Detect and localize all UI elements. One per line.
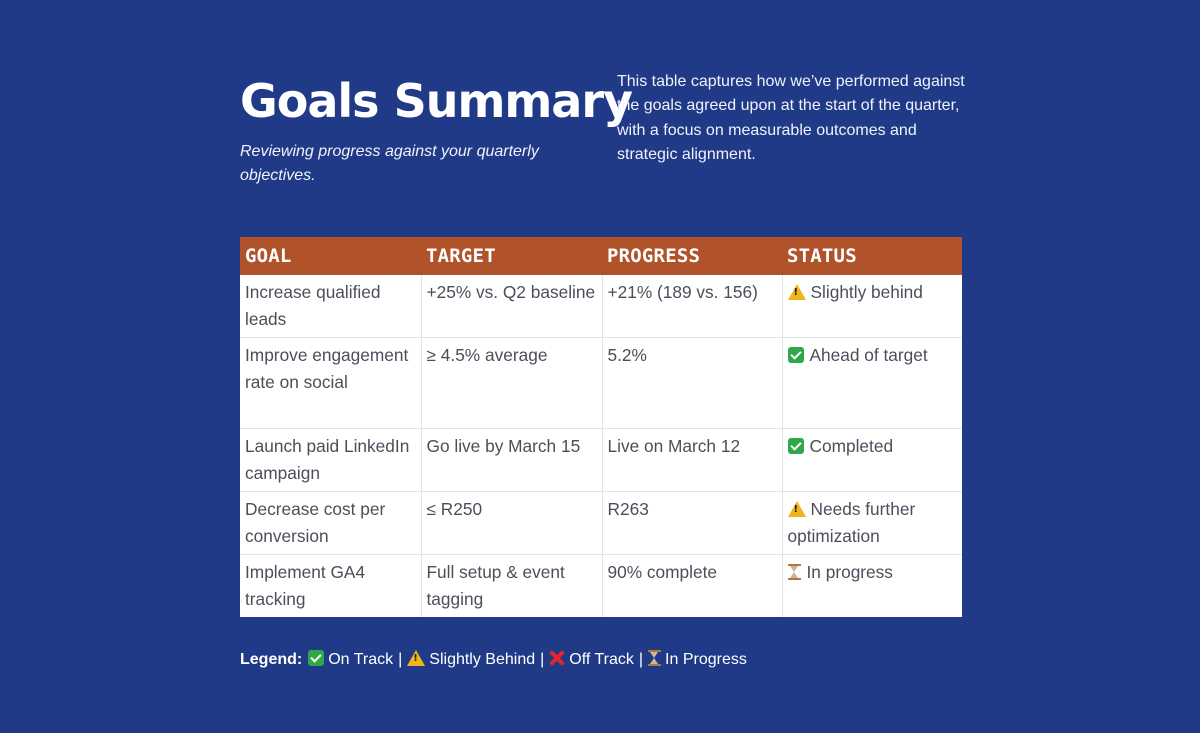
status-cell: In progress: [782, 555, 962, 618]
page-title: Goals Summary: [240, 74, 633, 128]
status-text: Completed: [809, 436, 894, 456]
status-cell: Completed: [782, 428, 962, 492]
status-cell: Needs further optimization: [782, 491, 962, 555]
check-icon: [308, 650, 325, 666]
goal-cell: Improve engagement rate on social: [240, 337, 422, 429]
column-header-target: TARGET: [421, 237, 602, 275]
status-text: Ahead of target: [809, 345, 928, 365]
goal-cell: Decrease cost per conversion: [240, 491, 422, 555]
table-row: Decrease cost per conversion ≤ R250 R263…: [240, 491, 962, 555]
warning-icon: [407, 650, 426, 666]
goal-cell: Increase qualified leads: [240, 275, 422, 338]
column-header-goal: GOAL: [240, 237, 421, 275]
page-subtitle: Reviewing progress against your quarterl…: [240, 143, 539, 184]
column-header-progress: PROGRESS: [602, 237, 782, 275]
table-row: Increase qualified leads +25% vs. Q2 bas…: [240, 275, 962, 338]
legend-separator: |: [398, 651, 403, 668]
progress-cell: Live on March 12: [602, 428, 783, 492]
target-cell: Go live by March 15: [421, 428, 603, 492]
target-cell: +25% vs. Q2 baseline: [421, 275, 603, 338]
table-row: Improve engagement rate on social ≥ 4.5%…: [240, 337, 962, 429]
warning-icon: [787, 501, 806, 517]
status-cell: Ahead of target: [782, 337, 962, 429]
progress-cell: +21% (189 vs. 156): [602, 275, 783, 338]
legend: Legend:On Track|Slightly Behind|Off Trac…: [240, 649, 747, 671]
target-cell: Full setup & event tagging: [421, 554, 603, 617]
page-header: Goals Summary Reviewing progress against…: [240, 68, 965, 198]
cross-icon: [549, 650, 565, 666]
table-header-row: GOAL TARGET PROGRESS STATUS: [240, 237, 962, 275]
legend-item-label: On Track: [328, 651, 394, 668]
column-header-status: STATUS: [782, 237, 962, 275]
hourglass-icon: [787, 564, 801, 580]
target-cell: ≥ 4.5% average: [421, 337, 603, 429]
goals-table: GOAL TARGET PROGRESS STATUS Increase qua…: [240, 237, 962, 617]
goal-cell: Implement GA4 tracking: [240, 554, 422, 617]
table-row: Launch paid LinkedIn campaign Go live by…: [240, 428, 962, 492]
status-cell: Slightly behind: [782, 275, 962, 338]
progress-cell: 90% complete: [602, 554, 783, 617]
table-row: Implement GA4 tracking Full setup & even…: [240, 554, 962, 618]
legend-separator: |: [540, 651, 545, 668]
intro-paragraph: This table captures how we’ve performed …: [617, 73, 965, 163]
warning-icon: [787, 284, 806, 300]
progress-cell: 5.2%: [602, 337, 783, 429]
legend-separator: |: [638, 651, 644, 668]
status-text: Slightly behind: [810, 282, 923, 302]
hourglass-icon: [648, 650, 662, 666]
legend-item-label: Slightly Behind: [429, 651, 536, 668]
check-icon: [787, 347, 804, 363]
target-cell: ≤ R250: [421, 491, 603, 555]
legend-label: Legend:: [240, 651, 303, 668]
goal-cell: Launch paid LinkedIn campaign: [240, 428, 422, 492]
check-icon: [787, 438, 804, 454]
legend-item-label: In Progress: [665, 651, 747, 668]
progress-cell: R263: [602, 491, 783, 555]
status-text: In progress: [806, 562, 893, 582]
legend-item-label: Off Track: [569, 651, 634, 668]
status-text: Needs further optimization: [787, 499, 916, 546]
